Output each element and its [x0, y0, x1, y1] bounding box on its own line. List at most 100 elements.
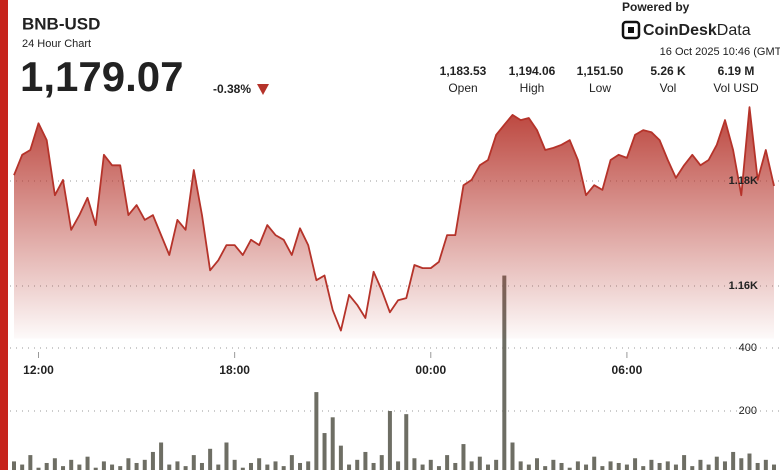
volume-bar — [526, 464, 531, 470]
volume-bar — [330, 417, 335, 470]
volume-bar — [52, 458, 57, 470]
volume-bar — [641, 466, 646, 470]
volume-bar — [199, 462, 204, 470]
volume-bar — [673, 464, 678, 470]
volume-bar — [649, 459, 654, 470]
volume-bar — [763, 459, 768, 470]
change: -0.38% — [213, 82, 251, 96]
volume-bar — [396, 461, 401, 470]
volume-bar — [224, 442, 229, 470]
volume-bar — [420, 464, 425, 470]
stat-label: Low — [589, 81, 611, 95]
symbol: BNB-USD — [22, 14, 100, 33]
y-tick-label: 1.16K — [729, 280, 758, 292]
volume-bar — [126, 458, 131, 470]
volume-bar — [412, 458, 417, 470]
volume-bar — [355, 459, 360, 470]
volume-bar — [436, 466, 441, 470]
volume-bar — [485, 464, 490, 470]
plot: 1.16K 1.18K 200 400 12:00 18:00 00:00 06:00 — [10, 106, 780, 470]
y-tick-label: 1.18K — [729, 175, 758, 187]
stat-label: Vol — [660, 81, 677, 95]
volume-bar — [690, 466, 695, 470]
volume-bar — [322, 433, 327, 470]
volume-bar — [755, 462, 760, 470]
volume-bar — [379, 455, 384, 470]
volume-bar — [36, 467, 41, 470]
volume-bar — [134, 462, 139, 470]
volume-bar — [772, 464, 776, 470]
volume-bar — [494, 459, 499, 470]
volume-bar — [273, 461, 278, 470]
price-fill — [14, 107, 774, 339]
brand: CoinDeskData — [643, 22, 751, 39]
volume-bar — [657, 462, 662, 470]
volume-bar — [624, 464, 629, 470]
volume-bar — [265, 464, 270, 470]
volume-bar — [387, 411, 392, 470]
volume-bar — [567, 467, 572, 470]
volume-bar — [584, 464, 589, 470]
volume-bar — [363, 451, 368, 470]
volume-bar — [559, 462, 564, 470]
volume-bar — [232, 459, 237, 470]
y2-tick-label: 400 — [739, 342, 757, 354]
stat-value: 1,183.53 — [440, 64, 487, 78]
volume-bar — [306, 461, 311, 470]
x-tick-label: 00:00 — [415, 363, 446, 377]
volume-bar — [183, 466, 188, 470]
volume-bar — [175, 461, 180, 470]
stat-value: 6.19 M — [718, 64, 755, 78]
volume-bar — [698, 459, 703, 470]
volume-bar — [608, 461, 613, 470]
volume-bar — [150, 451, 155, 470]
brand-light: Data — [717, 22, 751, 39]
volume-bar — [747, 453, 752, 470]
volume-bars — [12, 275, 776, 470]
volume-bar — [208, 448, 213, 470]
stat-label: High — [520, 81, 545, 95]
volume-bar — [77, 464, 82, 470]
volume-bar — [257, 458, 262, 470]
volume-bar — [600, 466, 605, 470]
y2-tick-label: 200 — [739, 405, 757, 417]
volume-bar — [665, 461, 670, 470]
volume-bar — [314, 392, 319, 470]
volume-bar — [101, 461, 106, 470]
powered-by: Powered by — [622, 0, 690, 14]
volume-bar — [551, 459, 556, 470]
volume-bar — [445, 455, 450, 470]
volume-bar — [722, 461, 727, 470]
volume-bar — [706, 464, 711, 470]
x-tick-label: 06:00 — [612, 363, 643, 377]
axis-labels: 1.16K 1.18K 200 400 12:00 18:00 00:00 06:00 — [23, 175, 758, 417]
volume-bar — [216, 464, 221, 470]
volume-bar — [477, 456, 482, 470]
volume-bar — [502, 275, 507, 470]
volume-bar — [44, 462, 49, 470]
volume-bar — [510, 442, 515, 470]
x-tick-label: 18:00 — [219, 363, 250, 377]
volume-bar — [469, 461, 474, 470]
volume-bar — [616, 462, 621, 470]
x-tick-label: 12:00 — [23, 363, 54, 377]
volume-bar — [289, 455, 294, 470]
volume-bar — [61, 466, 66, 470]
volume-bar — [338, 445, 343, 470]
volume-bar — [298, 462, 303, 470]
volume-bar — [428, 459, 433, 470]
volume-bar — [281, 466, 286, 470]
accent-bar — [0, 0, 8, 470]
volume-bar — [371, 462, 376, 470]
volume-bar — [453, 462, 458, 470]
volume-bar — [191, 455, 196, 470]
stats: 1,183.53 Open 1,194.06 High 1,151.50 Low 5.26 … — [440, 64, 759, 95]
volume-bar — [85, 456, 90, 470]
volume-bar — [110, 464, 115, 470]
price-line — [13, 106, 775, 332]
price: 1,179.07 — [20, 53, 184, 100]
volume-bar — [240, 467, 245, 470]
stat-value: 1,194.06 — [509, 64, 556, 78]
